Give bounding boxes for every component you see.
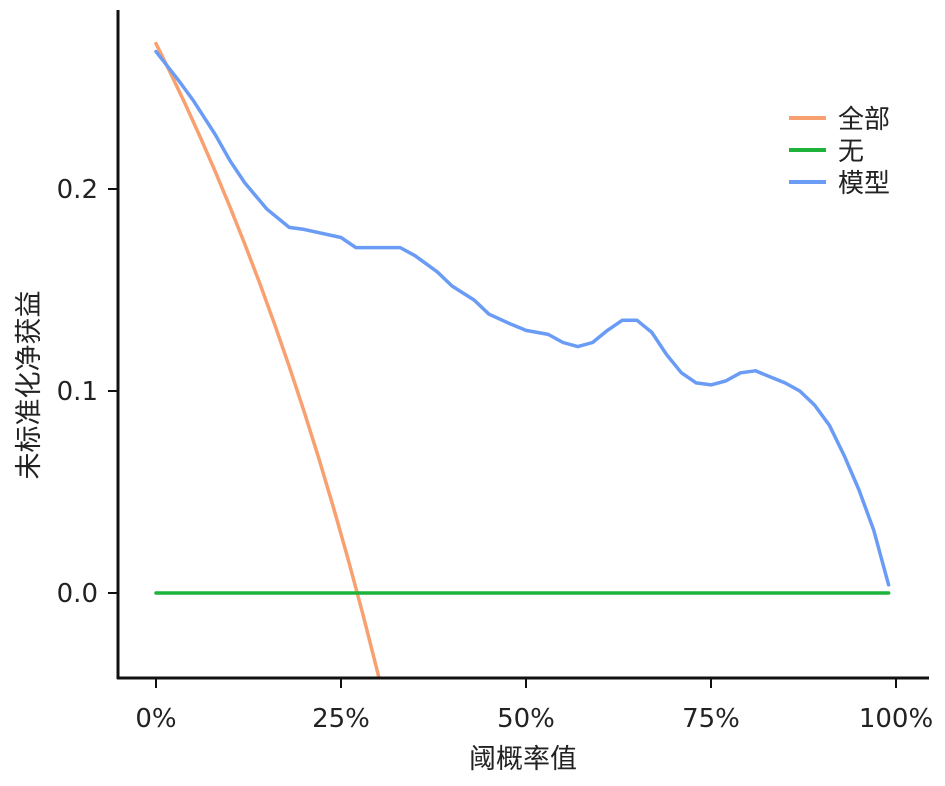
legend-label: 无	[838, 137, 864, 167]
y-tick-label: 0.0	[57, 579, 98, 609]
x-tick-label: 100%	[859, 704, 933, 734]
x-tick-label: 50%	[497, 704, 555, 734]
y-tick-label: 0.1	[57, 377, 98, 407]
y-axis-label: 未标准化净获益	[14, 291, 45, 480]
series-layer	[154, 41, 891, 677]
ticks-layer: 0% 25% 50% 75% 100% 0.0 0.1 0.2	[57, 175, 934, 734]
series-line-0	[154, 41, 381, 677]
x-tick-label: 75%	[682, 704, 740, 734]
x-tick-label: 0%	[135, 704, 176, 734]
y-tick-label: 0.2	[57, 175, 98, 205]
legend-label: 模型	[838, 169, 890, 199]
legend-label: 全部	[838, 105, 890, 135]
x-tick-label: 25%	[312, 704, 370, 734]
series-line-2	[154, 49, 891, 587]
x-axis-label: 阈概率值	[469, 744, 577, 775]
